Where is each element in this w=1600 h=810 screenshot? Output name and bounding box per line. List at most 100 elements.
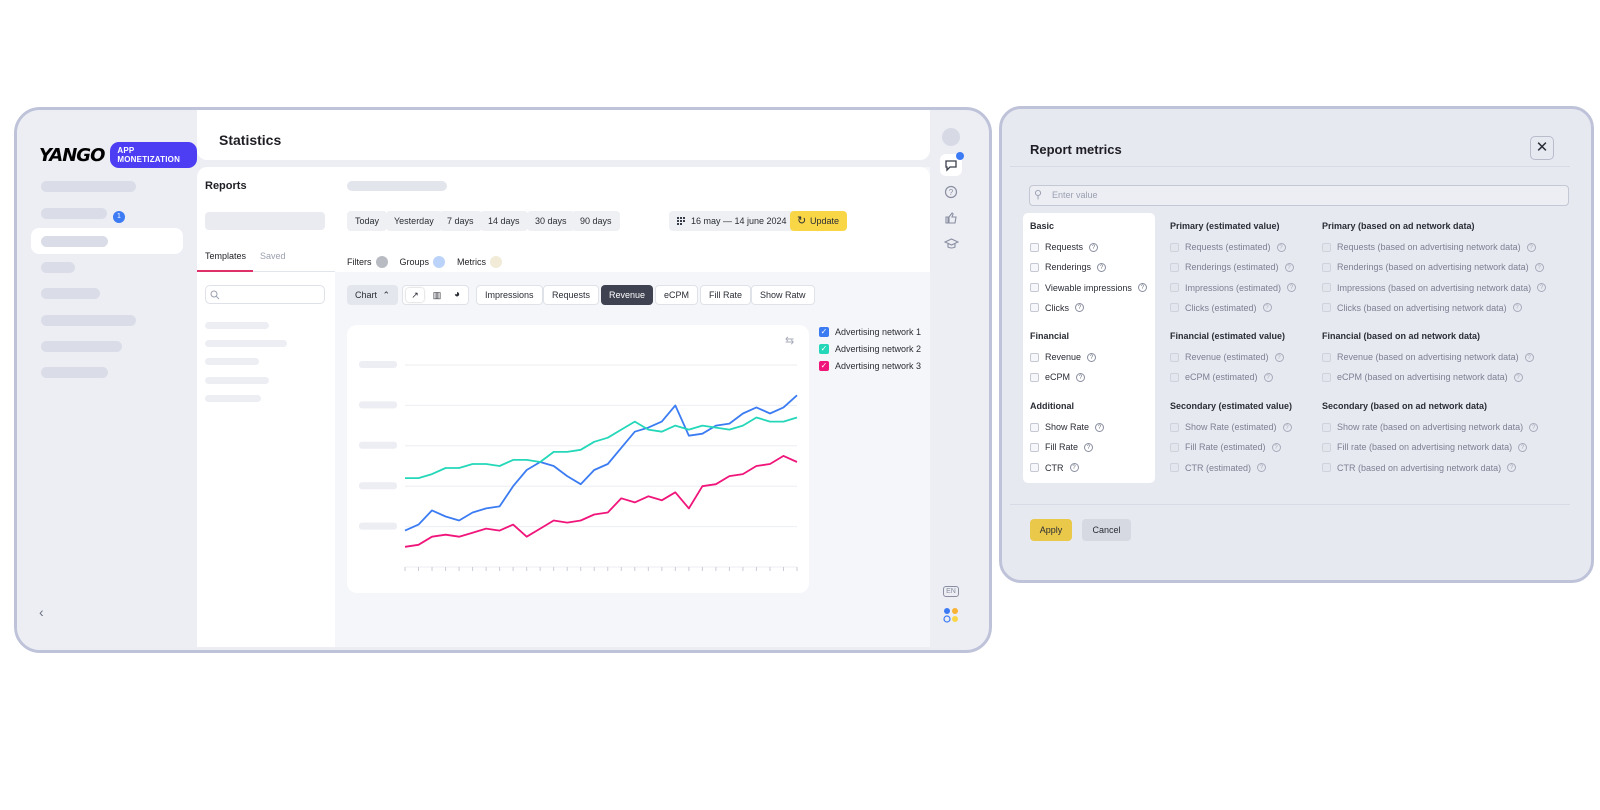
metrics-label[interactable]: Metrics xyxy=(457,257,487,267)
checkbox[interactable] xyxy=(1322,262,1331,272)
chat-icon[interactable] xyxy=(940,152,964,176)
help-icon[interactable]: ? xyxy=(1075,303,1084,313)
period-14-days-button[interactable]: 14 days xyxy=(480,211,528,231)
sidebar-item-placeholder[interactable] xyxy=(41,367,108,378)
date-range-picker[interactable]: 16 may — 14 june 2024 xyxy=(669,211,795,231)
help-icon[interactable]: ? xyxy=(1507,463,1517,473)
collapse-sidebar-icon[interactable]: ‹ xyxy=(39,604,44,620)
legend-item-network-2[interactable]: ✓ Advertising network 2 xyxy=(819,344,921,354)
checkbox[interactable] xyxy=(1322,442,1331,452)
help-icon[interactable]: ? xyxy=(1257,463,1267,473)
metric-option[interactable]: CTR (estimated)? xyxy=(1170,463,1267,473)
metric-option[interactable]: CTR (based on advertising network data)? xyxy=(1322,463,1517,473)
tab-saved[interactable]: Saved xyxy=(260,251,286,261)
sidebar-item-placeholder[interactable] xyxy=(41,236,108,247)
help-icon[interactable]: ? xyxy=(1076,372,1086,382)
metric-option[interactable]: Renderings (based on advertising network… xyxy=(1322,262,1544,272)
sidebar-item-placeholder[interactable] xyxy=(41,315,136,326)
template-item-placeholder[interactable] xyxy=(205,358,259,365)
thumbs-up-icon[interactable] xyxy=(940,207,962,229)
apply-button[interactable]: Apply xyxy=(1030,519,1072,541)
checkbox[interactable] xyxy=(1030,283,1039,293)
metric-tab-show-rate[interactable]: Show Ratw xyxy=(751,285,815,305)
checkbox[interactable] xyxy=(1170,283,1179,293)
period-today-button[interactable]: Today xyxy=(347,211,388,231)
help-icon[interactable]: ? xyxy=(1526,242,1536,252)
graduation-cap-icon[interactable] xyxy=(940,233,962,255)
period-7-days-button[interactable]: 7 days xyxy=(439,211,482,231)
template-item-placeholder[interactable] xyxy=(205,340,287,347)
checkbox[interactable] xyxy=(1322,242,1331,252)
checkbox[interactable] xyxy=(1030,442,1039,452)
help-icon[interactable]: ? xyxy=(1097,262,1107,272)
metric-option[interactable]: Clicks (based on advertising network dat… xyxy=(1322,303,1522,313)
checkbox[interactable] xyxy=(1170,262,1179,272)
templates-search-input[interactable] xyxy=(205,285,325,304)
metric-option[interactable]: Fill Rate (estimated)? xyxy=(1170,442,1281,452)
help-icon[interactable]: ? xyxy=(1087,352,1097,362)
checkbox[interactable] xyxy=(1030,422,1039,432)
metric-tab-requests[interactable]: Requests xyxy=(543,285,600,305)
help-icon[interactable]: ? xyxy=(1262,303,1272,313)
checkbox[interactable] xyxy=(1170,463,1179,473)
groups-indicator[interactable] xyxy=(433,256,446,268)
period-90-days-button[interactable]: 90 days xyxy=(572,211,620,231)
apps-icon[interactable] xyxy=(940,604,962,626)
series-line-network-3[interactable] xyxy=(404,454,798,548)
metric-option[interactable]: eCPM (based on advertising network data)… xyxy=(1322,372,1523,382)
metric-tab-ecpm[interactable]: eCPM xyxy=(655,285,699,305)
update-button[interactable]: ↻ Update xyxy=(790,211,848,231)
sidebar-item-placeholder[interactable] xyxy=(41,181,136,192)
bar-chart-icon[interactable]: ▥ xyxy=(432,290,442,300)
metric-tab-fill-rate[interactable]: Fill Rate xyxy=(700,285,752,305)
metric-option[interactable]: Show rate (based on advertising network … xyxy=(1322,422,1539,432)
help-icon[interactable]: ? xyxy=(1089,242,1099,252)
metric-option[interactable]: eCPM? xyxy=(1030,372,1086,382)
metrics-indicator[interactable] xyxy=(490,256,503,268)
pie-chart-icon[interactable]: ◕ xyxy=(453,289,461,300)
metric-tab-revenue[interactable]: Revenue xyxy=(601,285,654,305)
series-line-network-2[interactable] xyxy=(405,416,798,480)
help-icon[interactable]: ? xyxy=(1084,442,1094,452)
sidebar-item-placeholder[interactable] xyxy=(41,208,107,219)
language-switch[interactable]: EN xyxy=(940,580,962,602)
help-icon[interactable]: ? xyxy=(1529,422,1539,432)
line-chart-icon[interactable]: ↗ xyxy=(406,288,424,302)
help-icon[interactable]: ? xyxy=(1524,352,1534,362)
checkbox[interactable] xyxy=(1322,463,1331,473)
metric-tab-impressions[interactable]: Impressions xyxy=(476,285,543,305)
chart-toggle-button[interactable]: Chart ⌃ xyxy=(347,285,399,305)
checkbox[interactable] xyxy=(1170,352,1179,362)
metric-option[interactable]: Revenue? xyxy=(1030,352,1097,362)
metric-option[interactable]: Clicks? xyxy=(1030,303,1084,313)
sidebar-item-placeholder[interactable] xyxy=(41,262,75,273)
metric-option[interactable]: Revenue (based on advertising network da… xyxy=(1322,352,1534,362)
legend-item-network-3[interactable]: ✓ Advertising network 3 xyxy=(819,361,921,371)
metric-option[interactable]: Show Rate (estimated)? xyxy=(1170,422,1292,432)
help-icon[interactable]: ? xyxy=(1282,422,1292,432)
help-icon[interactable]: ? xyxy=(1287,283,1297,293)
period-yesterday-button[interactable]: Yesterday xyxy=(386,211,442,231)
metric-option[interactable]: Clicks (estimated)? xyxy=(1170,303,1272,313)
filters-label[interactable]: Filters xyxy=(347,257,372,267)
metric-option[interactable]: eCPM (estimated)? xyxy=(1170,372,1273,382)
help-icon[interactable]: ? xyxy=(1284,262,1294,272)
logo[interactable]: YANGO APP MONETIZATION xyxy=(39,142,197,168)
metric-option[interactable]: Requests (based on advertising network d… xyxy=(1322,242,1536,252)
metric-option[interactable]: CTR? xyxy=(1030,463,1079,473)
checkbox[interactable] xyxy=(1030,262,1039,272)
checkbox[interactable] xyxy=(1030,352,1039,362)
report-select-placeholder[interactable] xyxy=(205,212,325,230)
metric-option[interactable]: Requests? xyxy=(1030,242,1099,252)
checkbox[interactable] xyxy=(1170,372,1179,382)
checkbox[interactable] xyxy=(1170,303,1179,313)
help-icon[interactable]: ? xyxy=(1513,372,1523,382)
metric-option[interactable]: Viewable impressions? xyxy=(1030,283,1147,293)
help-icon[interactable]: ? xyxy=(1271,442,1281,452)
checkbox[interactable] xyxy=(1170,442,1179,452)
close-icon[interactable]: ✕ xyxy=(1530,136,1554,160)
metric-option[interactable]: Impressions (based on advertising networ… xyxy=(1322,283,1547,293)
help-icon[interactable]: ? xyxy=(1534,262,1544,272)
metric-option[interactable]: Impressions (estimated)? xyxy=(1170,283,1297,293)
checkbox[interactable] xyxy=(1322,283,1331,293)
